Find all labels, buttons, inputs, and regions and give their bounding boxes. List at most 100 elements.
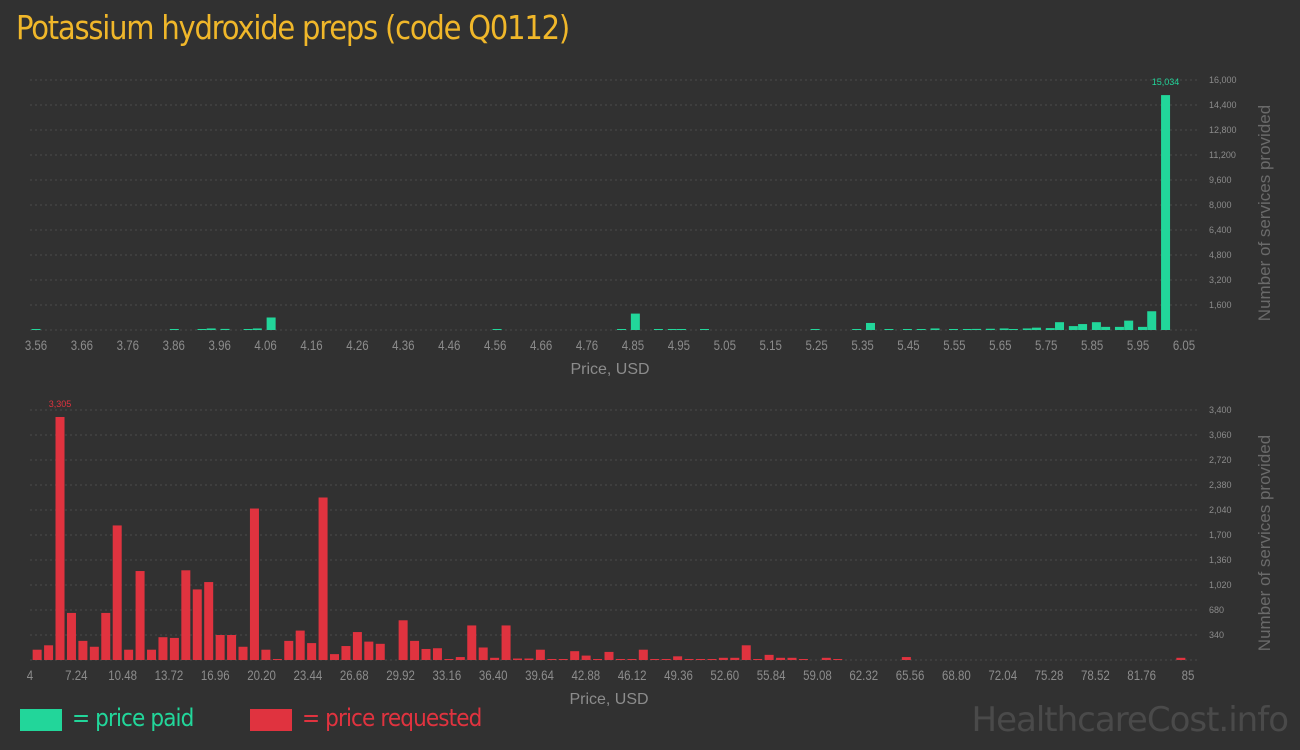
histogram-bar-requested <box>547 659 557 660</box>
x-tick-label: 75.28 <box>1035 667 1064 683</box>
histogram-bar-paid <box>810 329 820 330</box>
histogram-bar-requested <box>444 659 454 660</box>
histogram-bar-requested <box>638 649 648 660</box>
x-tick-label: 4 <box>27 667 33 683</box>
x-tick-label: 5.75 <box>1035 337 1057 353</box>
y-axis-label: Number of services provided <box>1255 105 1274 321</box>
histogram-bar-paid <box>902 329 912 330</box>
x-tick-label: 3.96 <box>209 337 231 353</box>
histogram-bar-requested <box>227 635 237 660</box>
y-tick-label: 12,800 <box>1209 125 1237 135</box>
histogram-bar-requested <box>604 651 614 660</box>
histogram-bar-paid <box>1022 328 1032 330</box>
y-tick-label: 3,200 <box>1209 275 1232 285</box>
histogram-bar-requested <box>695 659 705 660</box>
x-tick-label: 5.95 <box>1127 337 1149 353</box>
histogram-bar-requested <box>478 647 488 660</box>
histogram-bar-requested <box>89 646 99 660</box>
histogram-bar-paid <box>630 313 640 330</box>
histogram-bar-paid <box>169 329 179 330</box>
y-tick-label: 14,400 <box>1209 100 1237 110</box>
x-tick-label: 49.36 <box>664 667 693 683</box>
histogram-bar-requested <box>55 416 65 660</box>
histogram-bar-requested <box>730 657 740 660</box>
histogram-bar-paid <box>220 328 230 330</box>
histogram-bar-paid <box>1147 311 1157 330</box>
histogram-bar-requested <box>627 659 637 660</box>
histogram-bar-requested <box>753 659 763 660</box>
histogram-bar-paid <box>667 329 677 330</box>
histogram-bar-requested <box>787 657 797 660</box>
histogram-bar-paid <box>653 329 663 330</box>
legend-requested-swatch <box>250 709 292 731</box>
histogram-bar-requested <box>490 657 500 660</box>
histogram-bar-paid <box>617 329 627 330</box>
x-tick-label: 6.05 <box>1173 337 1195 353</box>
x-tick-label: 36.40 <box>479 667 508 683</box>
y-tick-label: 680 <box>1209 605 1224 615</box>
histogram-bar-paid <box>916 329 926 330</box>
y-tick-label: 2,040 <box>1209 505 1232 515</box>
histogram-bar-paid <box>197 329 207 330</box>
histogram-bar-requested <box>147 649 157 660</box>
histogram-bar-requested <box>570 651 580 660</box>
histogram-bar-requested <box>284 640 294 660</box>
x-tick-label: 4.46 <box>438 337 460 353</box>
x-tick-label: 5.15 <box>760 337 782 353</box>
histogram-bar-paid <box>700 329 710 330</box>
x-tick-label: 5.35 <box>851 337 873 353</box>
x-tick-label: 81.76 <box>1127 667 1156 683</box>
x-tick-label: 20.20 <box>247 667 276 683</box>
histogram-bar-paid <box>1101 326 1111 330</box>
histogram-bar-requested <box>467 625 477 660</box>
histogram-bar-paid <box>1114 326 1124 330</box>
histogram-bar-requested <box>364 641 374 660</box>
histogram-bar-requested <box>204 582 214 660</box>
histogram-bar-requested <box>215 635 225 660</box>
histogram-bar-requested <box>535 649 545 660</box>
histogram-bar-requested <box>158 637 168 660</box>
histogram-bar-requested <box>169 637 179 660</box>
histogram-bar-requested <box>295 630 305 660</box>
histogram-bar-requested <box>684 659 694 660</box>
histogram-bar-paid <box>1068 326 1078 330</box>
histogram-bar-paid <box>1091 322 1101 330</box>
x-tick-label: 4.36 <box>392 337 414 353</box>
x-tick-label: 5.65 <box>989 337 1011 353</box>
histogram-bar-requested <box>661 659 671 660</box>
histogram-bar-requested <box>135 571 145 660</box>
x-tick-label: 5.05 <box>714 337 736 353</box>
x-tick-label: 29.92 <box>386 667 415 683</box>
histogram-bar-paid <box>1138 326 1148 330</box>
y-tick-label: 9,600 <box>1209 175 1232 185</box>
histogram-bar-requested <box>375 643 385 660</box>
x-tick-label: 3.86 <box>163 337 185 353</box>
x-tick-label: 78.52 <box>1081 667 1110 683</box>
histogram-bar-paid <box>985 328 995 330</box>
histogram-bar-paid <box>243 329 253 330</box>
histogram-bar-requested <box>32 649 42 660</box>
histogram-bar-requested <box>238 646 248 660</box>
histogram-bar-requested <box>112 525 122 660</box>
histogram-bar-requested <box>249 508 259 660</box>
histogram-bar-paid <box>865 322 875 330</box>
histogram-bar-requested <box>78 640 88 660</box>
histogram-bar-requested <box>581 655 591 660</box>
x-tick-label: 72.04 <box>988 667 1017 683</box>
x-tick-label: 10.48 <box>108 667 137 683</box>
x-tick-label: 5.55 <box>943 337 965 353</box>
histogram-bar-requested <box>272 659 282 660</box>
x-tick-label: 7.24 <box>65 667 87 683</box>
histogram-bar-requested <box>330 654 340 660</box>
chart-title: Potassium hydroxide preps (code Q0112) <box>16 8 570 47</box>
histogram-bar-requested <box>558 659 568 660</box>
histogram-bar-requested <box>101 612 111 660</box>
y-tick-label: 3,400 <box>1209 405 1232 415</box>
x-tick-label: 26.68 <box>340 667 369 683</box>
peak-value-label: 15,034 <box>1152 77 1180 87</box>
histogram-bar-requested <box>741 645 751 660</box>
x-tick-label: 4.85 <box>622 337 644 353</box>
x-tick-label: 23.44 <box>294 667 323 683</box>
histogram-bar-requested <box>421 648 431 660</box>
